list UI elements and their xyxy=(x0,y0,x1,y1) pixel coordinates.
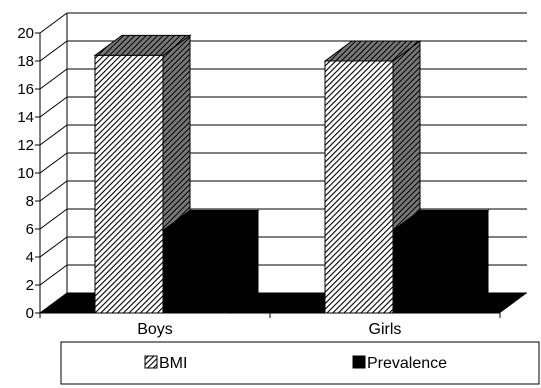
legend-box xyxy=(60,341,540,385)
side-gridline xyxy=(39,264,68,286)
legend-label-prevalence: Prevalence xyxy=(367,355,447,372)
y-tick-label: 12 xyxy=(17,137,34,154)
y-tick-label: 0 xyxy=(26,305,34,322)
y-tick-label: 18 xyxy=(17,53,34,70)
bar-prevalence-boys xyxy=(161,209,260,314)
side-gridline xyxy=(39,96,68,118)
x-tick-label: Boys xyxy=(137,321,173,338)
y-tick-label: 2 xyxy=(26,277,34,294)
side-gridline xyxy=(39,124,68,146)
legend-swatch-bmi xyxy=(144,355,158,369)
side-gridline xyxy=(39,40,68,62)
y-tick-label: 16 xyxy=(17,81,34,98)
bar-prevalence-girls xyxy=(391,209,490,314)
y-tick-label: 8 xyxy=(26,193,34,210)
side-gridline xyxy=(39,152,68,174)
side-gridline xyxy=(39,180,68,202)
bar-front xyxy=(162,229,232,314)
side-gridline xyxy=(39,236,68,258)
bar-front xyxy=(324,60,394,314)
y-tick-label: 10 xyxy=(17,165,34,182)
y-tick-labels: 0 2 4 6 8 10 12 14 16 18 20 xyxy=(17,25,34,322)
legend: BMI Prevalence xyxy=(60,341,540,385)
legend-swatch-prevalence xyxy=(352,355,366,369)
y-tick-label: 14 xyxy=(17,109,34,126)
y-tick-label: 4 xyxy=(26,249,34,266)
side-gridline xyxy=(39,68,68,90)
legend-label-bmi: BMI xyxy=(159,355,187,372)
x-tick-label: Girls xyxy=(369,321,402,338)
bar-front xyxy=(392,229,462,314)
side-gridline xyxy=(39,208,68,230)
bars xyxy=(93,34,490,314)
bar-front xyxy=(94,54,164,314)
x-tick-labels: Boys Girls xyxy=(137,321,401,338)
y-tick-label: 6 xyxy=(26,221,34,238)
side-gridline xyxy=(39,12,68,34)
y-tick-label: 20 xyxy=(17,25,34,42)
